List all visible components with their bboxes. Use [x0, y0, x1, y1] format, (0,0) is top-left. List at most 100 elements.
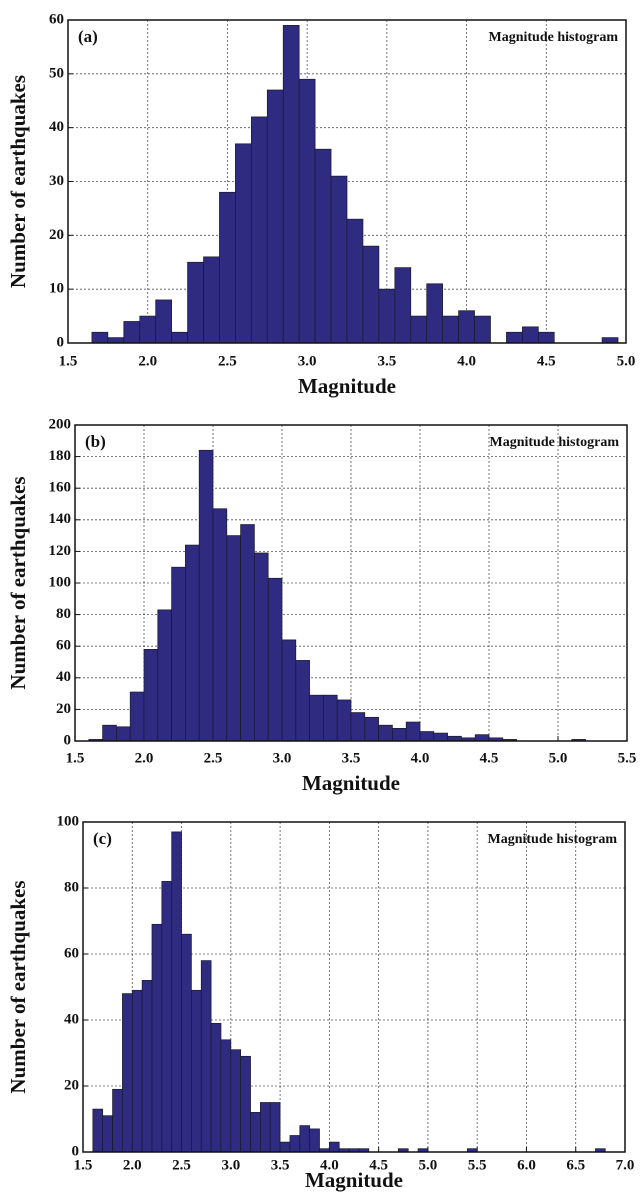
- bar: [506, 331, 523, 344]
- x-tick-label: 3.0: [273, 750, 292, 766]
- bar: [235, 143, 252, 344]
- bar: [309, 694, 324, 742]
- y-tick-label: 40: [49, 119, 64, 135]
- bar: [131, 989, 143, 1153]
- y-tick-label: 20: [49, 227, 64, 243]
- bar: [405, 721, 421, 742]
- y-tick-label: 120: [49, 543, 72, 559]
- bar: [267, 577, 283, 742]
- bar: [171, 331, 188, 344]
- bar: [157, 609, 172, 742]
- bar: [123, 321, 141, 344]
- bar: [151, 923, 163, 1153]
- bar: [141, 980, 153, 1153]
- bar: [522, 326, 539, 344]
- bar: [198, 449, 214, 742]
- bar: [240, 524, 255, 742]
- y-tick-label: 60: [49, 11, 64, 27]
- bar: [298, 78, 316, 344]
- y-axis-label: Number of earthquakes: [6, 880, 30, 1093]
- bar: [250, 116, 268, 344]
- bar: [200, 960, 212, 1153]
- x-tick-label: 5.5: [618, 750, 637, 766]
- y-tick-label: 160: [49, 480, 72, 496]
- bar: [226, 535, 241, 742]
- bar: [299, 1125, 311, 1153]
- bar: [289, 1135, 301, 1153]
- bar: [92, 1108, 104, 1153]
- y-tick-label: 140: [49, 511, 72, 527]
- x-tick-label: 6.0: [517, 1157, 536, 1173]
- x-tick-label: 2.0: [138, 353, 157, 369]
- x-tick-label: 4.0: [411, 750, 430, 766]
- y-tick-label: 30: [49, 173, 64, 189]
- x-tick-label: 4.5: [537, 353, 556, 369]
- bar: [350, 712, 366, 742]
- bar: [364, 716, 379, 742]
- bar: [220, 1039, 232, 1153]
- bar: [191, 989, 202, 1153]
- x-tick-label: 2.0: [123, 1157, 142, 1173]
- bar: [219, 191, 236, 344]
- x-tick-label: 4.5: [369, 1157, 388, 1173]
- bar: [394, 267, 412, 344]
- bar: [122, 993, 133, 1153]
- x-tick-label: 5.0: [617, 353, 636, 369]
- bar: [378, 288, 396, 344]
- x-tick-label: 6.5: [566, 1157, 585, 1173]
- bar: [107, 337, 125, 344]
- x-tick-label: 3.5: [377, 353, 396, 369]
- x-tick-label: 3.5: [271, 1157, 290, 1173]
- bar: [295, 660, 310, 742]
- bar: [171, 831, 182, 1153]
- bar: [185, 544, 200, 742]
- x-tick-label: 3.0: [298, 353, 317, 369]
- bar: [266, 89, 284, 344]
- bar: [129, 691, 145, 742]
- panel-label: (a): [78, 27, 98, 46]
- x-axis-label: Magnitude: [298, 374, 396, 398]
- bar: [392, 728, 407, 742]
- x-tick-label: 5.5: [468, 1157, 487, 1173]
- bar: [171, 566, 186, 742]
- x-tick-label: 4.5: [480, 750, 499, 766]
- x-tick-label: 3.5: [342, 750, 361, 766]
- bar: [346, 218, 364, 344]
- bar: [474, 734, 490, 742]
- y-tick-label: 40: [56, 669, 71, 685]
- y-tick-label: 20: [64, 1077, 79, 1093]
- y-tick-label: 0: [64, 732, 72, 748]
- y-tick-label: 60: [64, 945, 79, 961]
- bar: [102, 724, 117, 742]
- bar: [161, 881, 173, 1153]
- x-tick-label: 7.0: [616, 1157, 635, 1173]
- x-axis-label: Magnitude: [305, 1168, 403, 1192]
- y-tick-label: 0: [57, 334, 65, 350]
- bar: [442, 315, 459, 344]
- bar: [601, 337, 619, 344]
- bar: [269, 1102, 281, 1153]
- y-axis-label: Number of earthquakes: [6, 476, 30, 689]
- y-tick-label: 20: [56, 701, 71, 717]
- panel-label: (c): [93, 829, 112, 848]
- bar: [116, 726, 131, 742]
- bar: [537, 331, 555, 344]
- y-tick-label: 80: [56, 606, 71, 622]
- x-tick-label: 1.5: [59, 353, 78, 369]
- y-tick-label: 100: [49, 574, 72, 590]
- panel-label: (b): [85, 432, 106, 451]
- annotation: Magnitude histogram: [490, 435, 620, 450]
- x-tick-label: 2.5: [172, 1157, 191, 1173]
- bar: [282, 25, 300, 344]
- y-tick-label: 40: [64, 1011, 79, 1027]
- x-tick-label: 1.5: [74, 1157, 93, 1173]
- y-tick-label: 180: [49, 448, 72, 464]
- bar: [181, 933, 192, 1153]
- bar: [410, 315, 428, 344]
- annotation: Magnitude histogram: [488, 832, 618, 847]
- bar: [112, 1088, 123, 1153]
- x-tick-label: 1.5: [66, 750, 85, 766]
- x-tick-label: 5.0: [419, 1157, 438, 1173]
- bar: [323, 694, 338, 742]
